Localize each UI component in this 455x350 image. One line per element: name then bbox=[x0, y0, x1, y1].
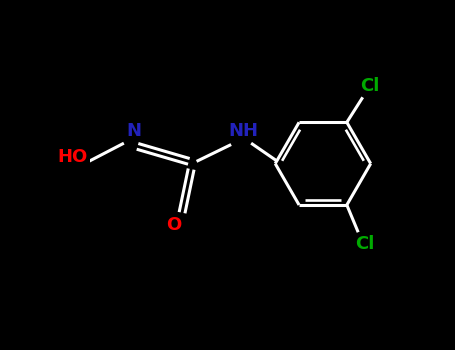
Text: NH: NH bbox=[228, 122, 258, 140]
Text: Cl: Cl bbox=[360, 77, 379, 95]
Text: HO: HO bbox=[58, 148, 88, 166]
Text: O: O bbox=[166, 216, 182, 234]
Text: Cl: Cl bbox=[355, 234, 374, 253]
Text: N: N bbox=[127, 122, 142, 140]
